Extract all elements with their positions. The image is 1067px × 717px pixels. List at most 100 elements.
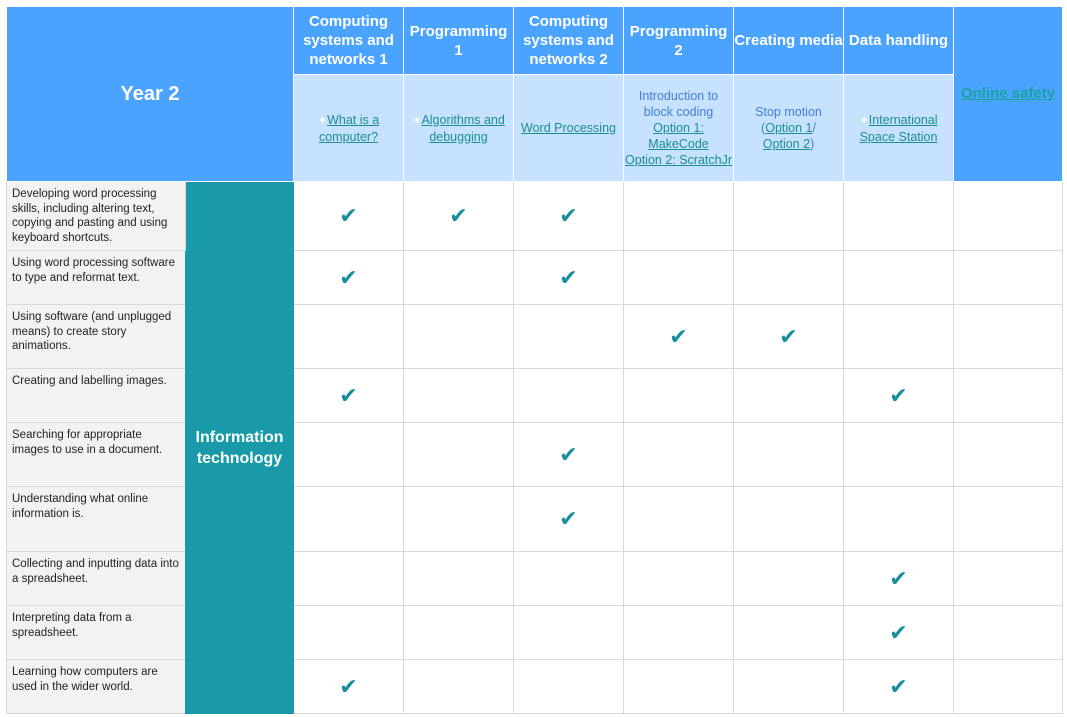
- coverage-cell: [953, 605, 1064, 660]
- coverage-cell: ✔: [513, 250, 625, 305]
- coverage-cell: [623, 368, 735, 423]
- coverage-cell: [953, 659, 1064, 714]
- checkmark-icon: ✔: [559, 506, 578, 531]
- lesson-cell-csn2: Word Processing: [513, 74, 625, 182]
- coverage-cell: [733, 551, 845, 606]
- coverage-cell: [953, 304, 1064, 369]
- unit-heading-prog2: Programming 2: [623, 6, 735, 75]
- coverage-cell: [623, 659, 735, 714]
- coverage-cell: [623, 486, 735, 552]
- coverage-cell: [403, 304, 515, 369]
- coverage-cell: ✔: [293, 368, 405, 423]
- coverage-cell: [293, 551, 405, 606]
- coverage-cell: ✔: [403, 181, 515, 251]
- lesson-intro-stop-motion: Stop motion: [755, 105, 822, 119]
- coverage-cell: [953, 250, 1064, 305]
- skill-description: Interpreting data from a spreadsheet.: [6, 605, 186, 660]
- table-row: Creating and labelling images. ✔ ✔: [6, 368, 1064, 423]
- coverage-cell: [953, 368, 1064, 423]
- coverage-cell: [733, 659, 845, 714]
- coverage-cell: [953, 422, 1064, 487]
- checkmark-icon: ✔: [669, 323, 688, 349]
- lesson-link-space-station[interactable]: International Space Station: [859, 112, 938, 144]
- coverage-cell: [293, 422, 405, 487]
- coverage-cell: [733, 250, 845, 305]
- skill-description: Understanding what online information is…: [6, 486, 186, 552]
- coverage-cell: [843, 181, 955, 251]
- coverage-cell: [293, 486, 405, 552]
- coverage-cell: ✔: [843, 605, 955, 660]
- coverage-cell: [403, 551, 515, 606]
- coverage-cell: ✔: [293, 659, 405, 714]
- coverage-cell: [733, 368, 845, 423]
- coverage-cell: ✔: [843, 551, 955, 606]
- lesson-cell-prog1: ✦Algorithms and debugging: [403, 74, 515, 182]
- checkmark-icon: ✔: [889, 565, 908, 591]
- lesson-cell-media: Stop motion (Option 1/ Option 2): [733, 74, 845, 182]
- checkmark-icon: ✔: [339, 382, 358, 408]
- lesson-link-scratchjr[interactable]: Option 2: ScratchJr: [625, 153, 733, 167]
- coverage-cell: [513, 304, 625, 369]
- lesson-link-makecode[interactable]: Option 1: MakeCode: [648, 121, 709, 151]
- coverage-cell: ✔: [513, 422, 625, 487]
- coverage-cell: [293, 605, 405, 660]
- curriculum-grid: Year 2 Computing systems and networks 1 …: [5, 6, 1064, 714]
- coverage-cell: [843, 250, 955, 305]
- coverage-cell: ✔: [513, 181, 625, 251]
- coverage-cell: [843, 304, 955, 369]
- lesson-cell-csn1: ✦What is a computer?: [293, 74, 405, 182]
- coverage-cell: [513, 368, 625, 423]
- coverage-cell: [513, 605, 625, 660]
- checkmark-icon: ✔: [779, 323, 798, 349]
- coverage-cell: ✔: [843, 659, 955, 714]
- skill-description: Creating and labelling images.: [6, 368, 186, 423]
- checkmark-icon: ✔: [889, 619, 908, 645]
- table-row: Understanding what online information is…: [6, 486, 1064, 552]
- coverage-cell: [733, 422, 845, 487]
- coverage-cell: [293, 304, 405, 369]
- skill-description: Using word processing software to type a…: [6, 250, 186, 305]
- lesson-link-algorithms[interactable]: Algorithms and debugging: [421, 112, 505, 144]
- coverage-cell: [733, 181, 845, 251]
- coverage-cell: [623, 422, 735, 487]
- checkmark-icon: ✔: [559, 264, 578, 290]
- paren-open: (: [761, 121, 766, 135]
- table-row: Using software (and unplugged means) to …: [6, 304, 1064, 369]
- unit-heading-prog1: Programming 1: [403, 6, 515, 75]
- lesson-header-row: ✦What is a computer? ✦Algorithms and deb…: [7, 74, 1063, 182]
- coverage-cell: [403, 486, 515, 552]
- coverage-cell: ✔: [623, 304, 735, 369]
- checkmark-icon: ✔: [339, 264, 358, 290]
- coverage-cell: [623, 250, 735, 305]
- unit-heading-data: Data handling: [843, 6, 955, 75]
- checkmark-icon: ✔: [449, 203, 468, 228]
- lesson-link-option-1[interactable]: Option 1: [765, 121, 813, 135]
- sparkle-icon: ✦: [317, 114, 328, 127]
- lesson-link-word-processing[interactable]: Word Processing: [521, 121, 616, 135]
- table-row: Learning how computers are used in the w…: [6, 659, 1064, 714]
- online-safety-cell: Online safety: [953, 6, 1064, 182]
- skill-description: Developing word processing skills, inclu…: [6, 181, 186, 251]
- lesson-cell-data: ✦International Space Station: [843, 74, 955, 182]
- checkmark-icon: ✔: [559, 441, 578, 467]
- coverage-cell: [733, 605, 845, 660]
- coverage-cell: [513, 659, 625, 714]
- skill-description: Searching for appropriate images to use …: [6, 422, 186, 487]
- lesson-link-what-is-a-computer[interactable]: What is a computer?: [318, 112, 380, 144]
- skill-description: Collecting and inputting data into a spr…: [6, 551, 186, 606]
- coverage-cell: [623, 181, 735, 251]
- unit-heading-csn2: Computing systems and networks 2: [513, 6, 625, 75]
- table-row: Interpreting data from a spreadsheet. ✔: [6, 605, 1064, 660]
- unit-header-row: Year 2 Computing systems and networks 1 …: [5, 6, 1064, 182]
- checkmark-icon: ✔: [339, 673, 358, 699]
- coverage-cell: [513, 551, 625, 606]
- checkmark-icon: ✔: [889, 673, 908, 699]
- checkmark-icon: ✔: [559, 203, 578, 228]
- coverage-cell: [843, 486, 955, 552]
- lesson-link-option-2[interactable]: Option 2: [762, 137, 811, 151]
- lesson-cell-prog2: Introduction to block coding Option 1: M…: [623, 74, 735, 182]
- strand-label: Information technology: [184, 181, 295, 714]
- table-row: Developing word processing skills, inclu…: [6, 181, 1064, 714]
- online-safety-link[interactable]: Online safety: [960, 85, 1056, 102]
- coverage-cell: [403, 605, 515, 660]
